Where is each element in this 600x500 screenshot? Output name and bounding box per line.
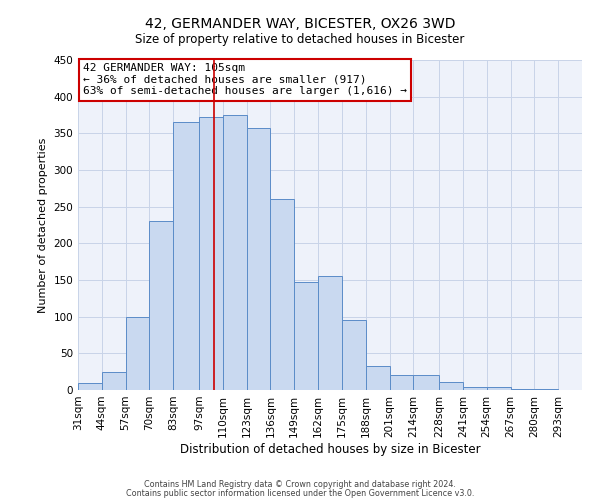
Bar	[342, 320, 366, 390]
Bar	[439, 382, 463, 390]
Bar	[223, 115, 247, 390]
Bar	[247, 128, 271, 390]
Bar	[173, 122, 199, 390]
Bar	[102, 372, 125, 390]
Bar	[413, 374, 439, 390]
Bar	[535, 388, 558, 390]
Text: Size of property relative to detached houses in Bicester: Size of property relative to detached ho…	[136, 32, 464, 46]
Bar	[271, 200, 294, 390]
Text: 42 GERMANDER WAY: 105sqm
← 36% of detached houses are smaller (917)
63% of semi-: 42 GERMANDER WAY: 105sqm ← 36% of detach…	[83, 64, 407, 96]
Text: Contains public sector information licensed under the Open Government Licence v3: Contains public sector information licen…	[126, 488, 474, 498]
Bar	[463, 387, 487, 390]
Bar	[149, 222, 173, 390]
Bar	[294, 282, 318, 390]
X-axis label: Distribution of detached houses by size in Bicester: Distribution of detached houses by size …	[179, 442, 481, 456]
Bar	[366, 366, 389, 390]
Bar	[318, 276, 342, 390]
Bar	[487, 387, 511, 390]
Bar	[125, 316, 149, 390]
Bar	[511, 388, 535, 390]
Bar	[389, 374, 413, 390]
Bar	[78, 382, 102, 390]
Text: 42, GERMANDER WAY, BICESTER, OX26 3WD: 42, GERMANDER WAY, BICESTER, OX26 3WD	[145, 18, 455, 32]
Y-axis label: Number of detached properties: Number of detached properties	[38, 138, 48, 312]
Bar	[199, 117, 223, 390]
Text: Contains HM Land Registry data © Crown copyright and database right 2024.: Contains HM Land Registry data © Crown c…	[144, 480, 456, 489]
